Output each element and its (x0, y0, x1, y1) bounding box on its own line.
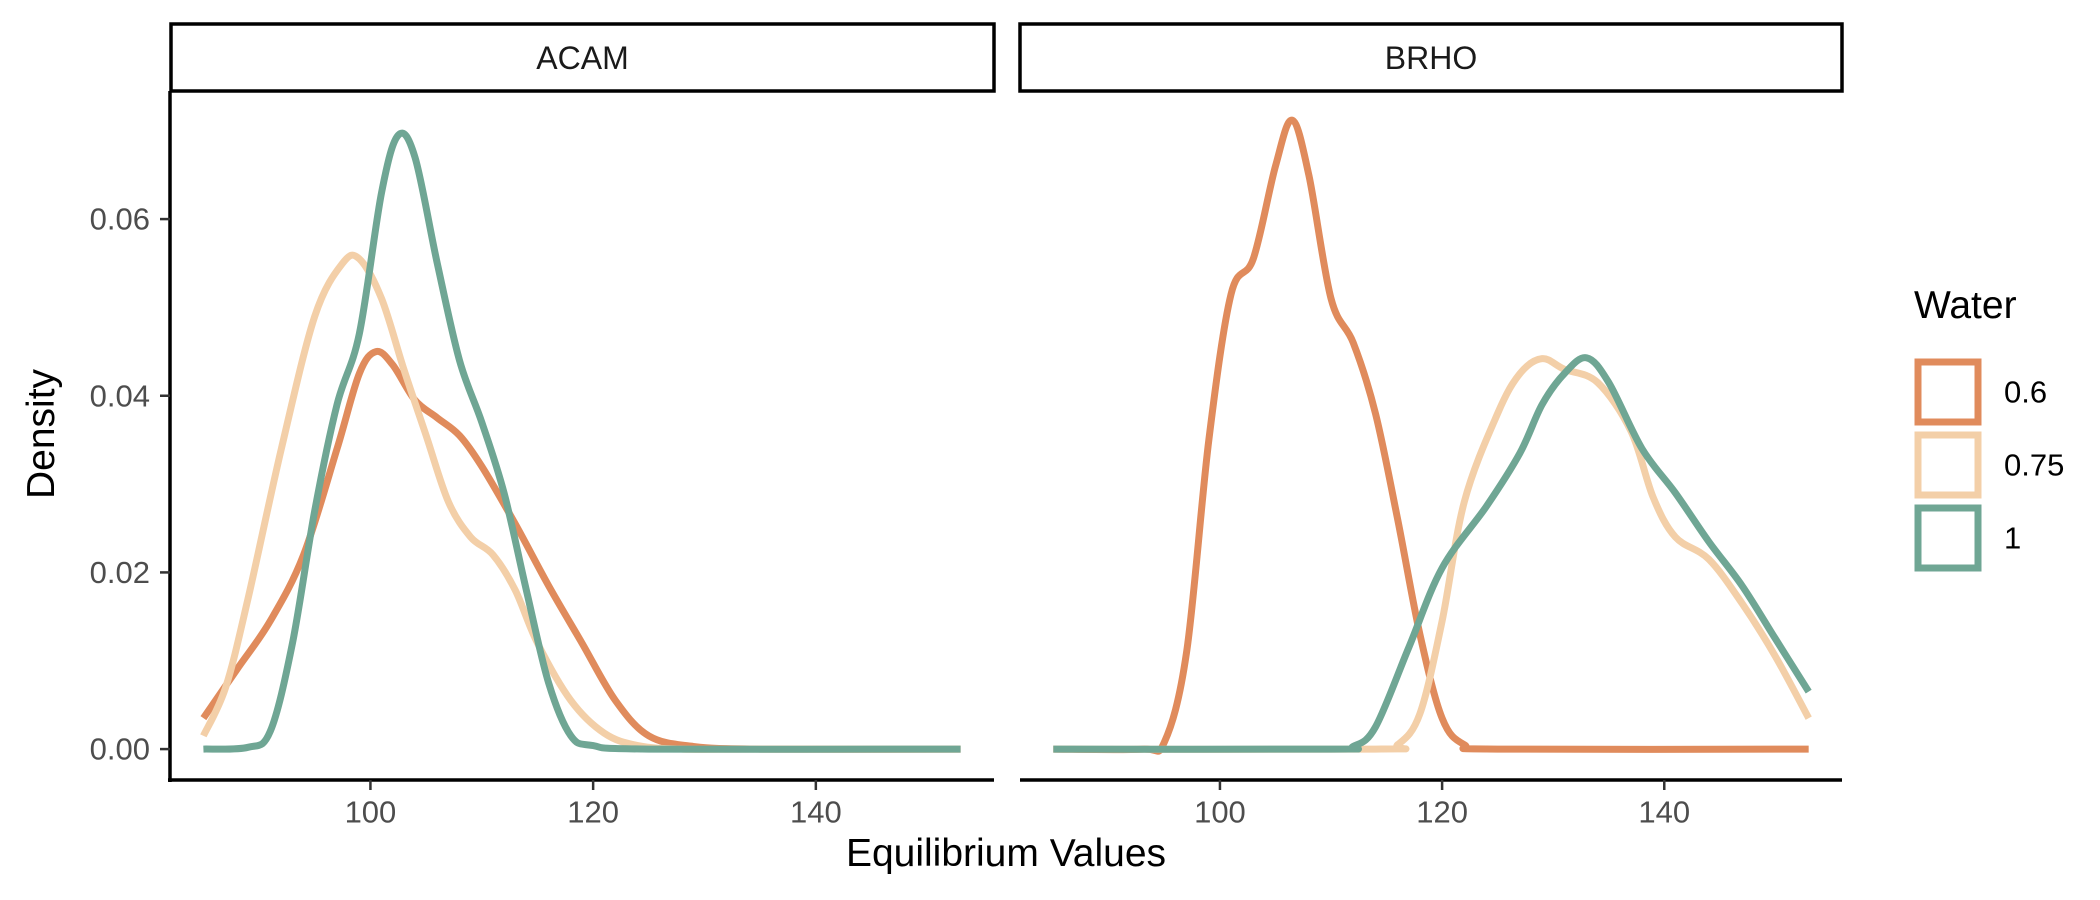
density-line-acam-water-0_6 (200, 347, 961, 753)
density-line-brho-water-0_6 (1053, 116, 1809, 755)
y-axis: 0.00 0.02 0.04 0.06 (90, 91, 172, 782)
y-tick-label: 0.02 (90, 555, 150, 590)
legend-label: 0.6 (2004, 375, 2047, 410)
x-axis-brho: 100 120 140 (1020, 778, 1842, 830)
y-tick-label: 0.04 (90, 378, 150, 413)
density-line-brho-water-0_75 (1053, 355, 1812, 753)
y-axis-title: Density (20, 368, 63, 499)
y-tick-label: 0.06 (90, 202, 150, 237)
x-axis-ticks-acam: 100 120 140 (345, 780, 842, 830)
x-tick-label: 140 (1638, 795, 1690, 830)
x-tick-label: 140 (790, 795, 842, 830)
panel-strip-acam-box (169, 22, 996, 93)
y-axis-ticks: 0.00 0.02 0.04 0.06 (90, 202, 170, 767)
legend-label: 1 (2004, 521, 2021, 556)
panel-title-acam: ACAM (536, 40, 628, 76)
density-line-acam-water-1 (203, 129, 961, 753)
panel-strip-brho-box (1018, 22, 1844, 93)
density-line-brho-water-1 (1053, 354, 1812, 753)
legend-label: 0.75 (2004, 448, 2064, 483)
panel-title-brho: BRHO (1385, 40, 1477, 76)
x-axis-title: Equilibrium Values (846, 832, 1166, 875)
x-tick-label: 120 (1416, 795, 1468, 830)
x-axis-acam: 100 120 140 (168, 778, 994, 830)
x-tick-label: 100 (1194, 795, 1246, 830)
legend-key-0_75 (1914, 431, 1982, 499)
panel-strip-brho: BRHO (1018, 22, 1844, 93)
x-tick-label: 120 (567, 795, 619, 830)
legend-title: Water (1914, 284, 2017, 327)
x-tick-label: 100 (345, 795, 397, 830)
panel-plot-acam (200, 129, 961, 753)
legend-items: 0.6 0.75 1 (1914, 358, 2064, 572)
legend-key-0_6 (1914, 358, 1982, 426)
panel-plot-brho (1053, 116, 1812, 755)
y-tick-label: 0.00 (90, 732, 150, 767)
x-axis-ticks-brho: 100 120 140 (1194, 780, 1690, 830)
legend-key-1 (1914, 504, 1982, 572)
legend: Water 0.6 0.75 1 (1914, 284, 2064, 572)
panel-strip-acam: ACAM (169, 22, 996, 93)
